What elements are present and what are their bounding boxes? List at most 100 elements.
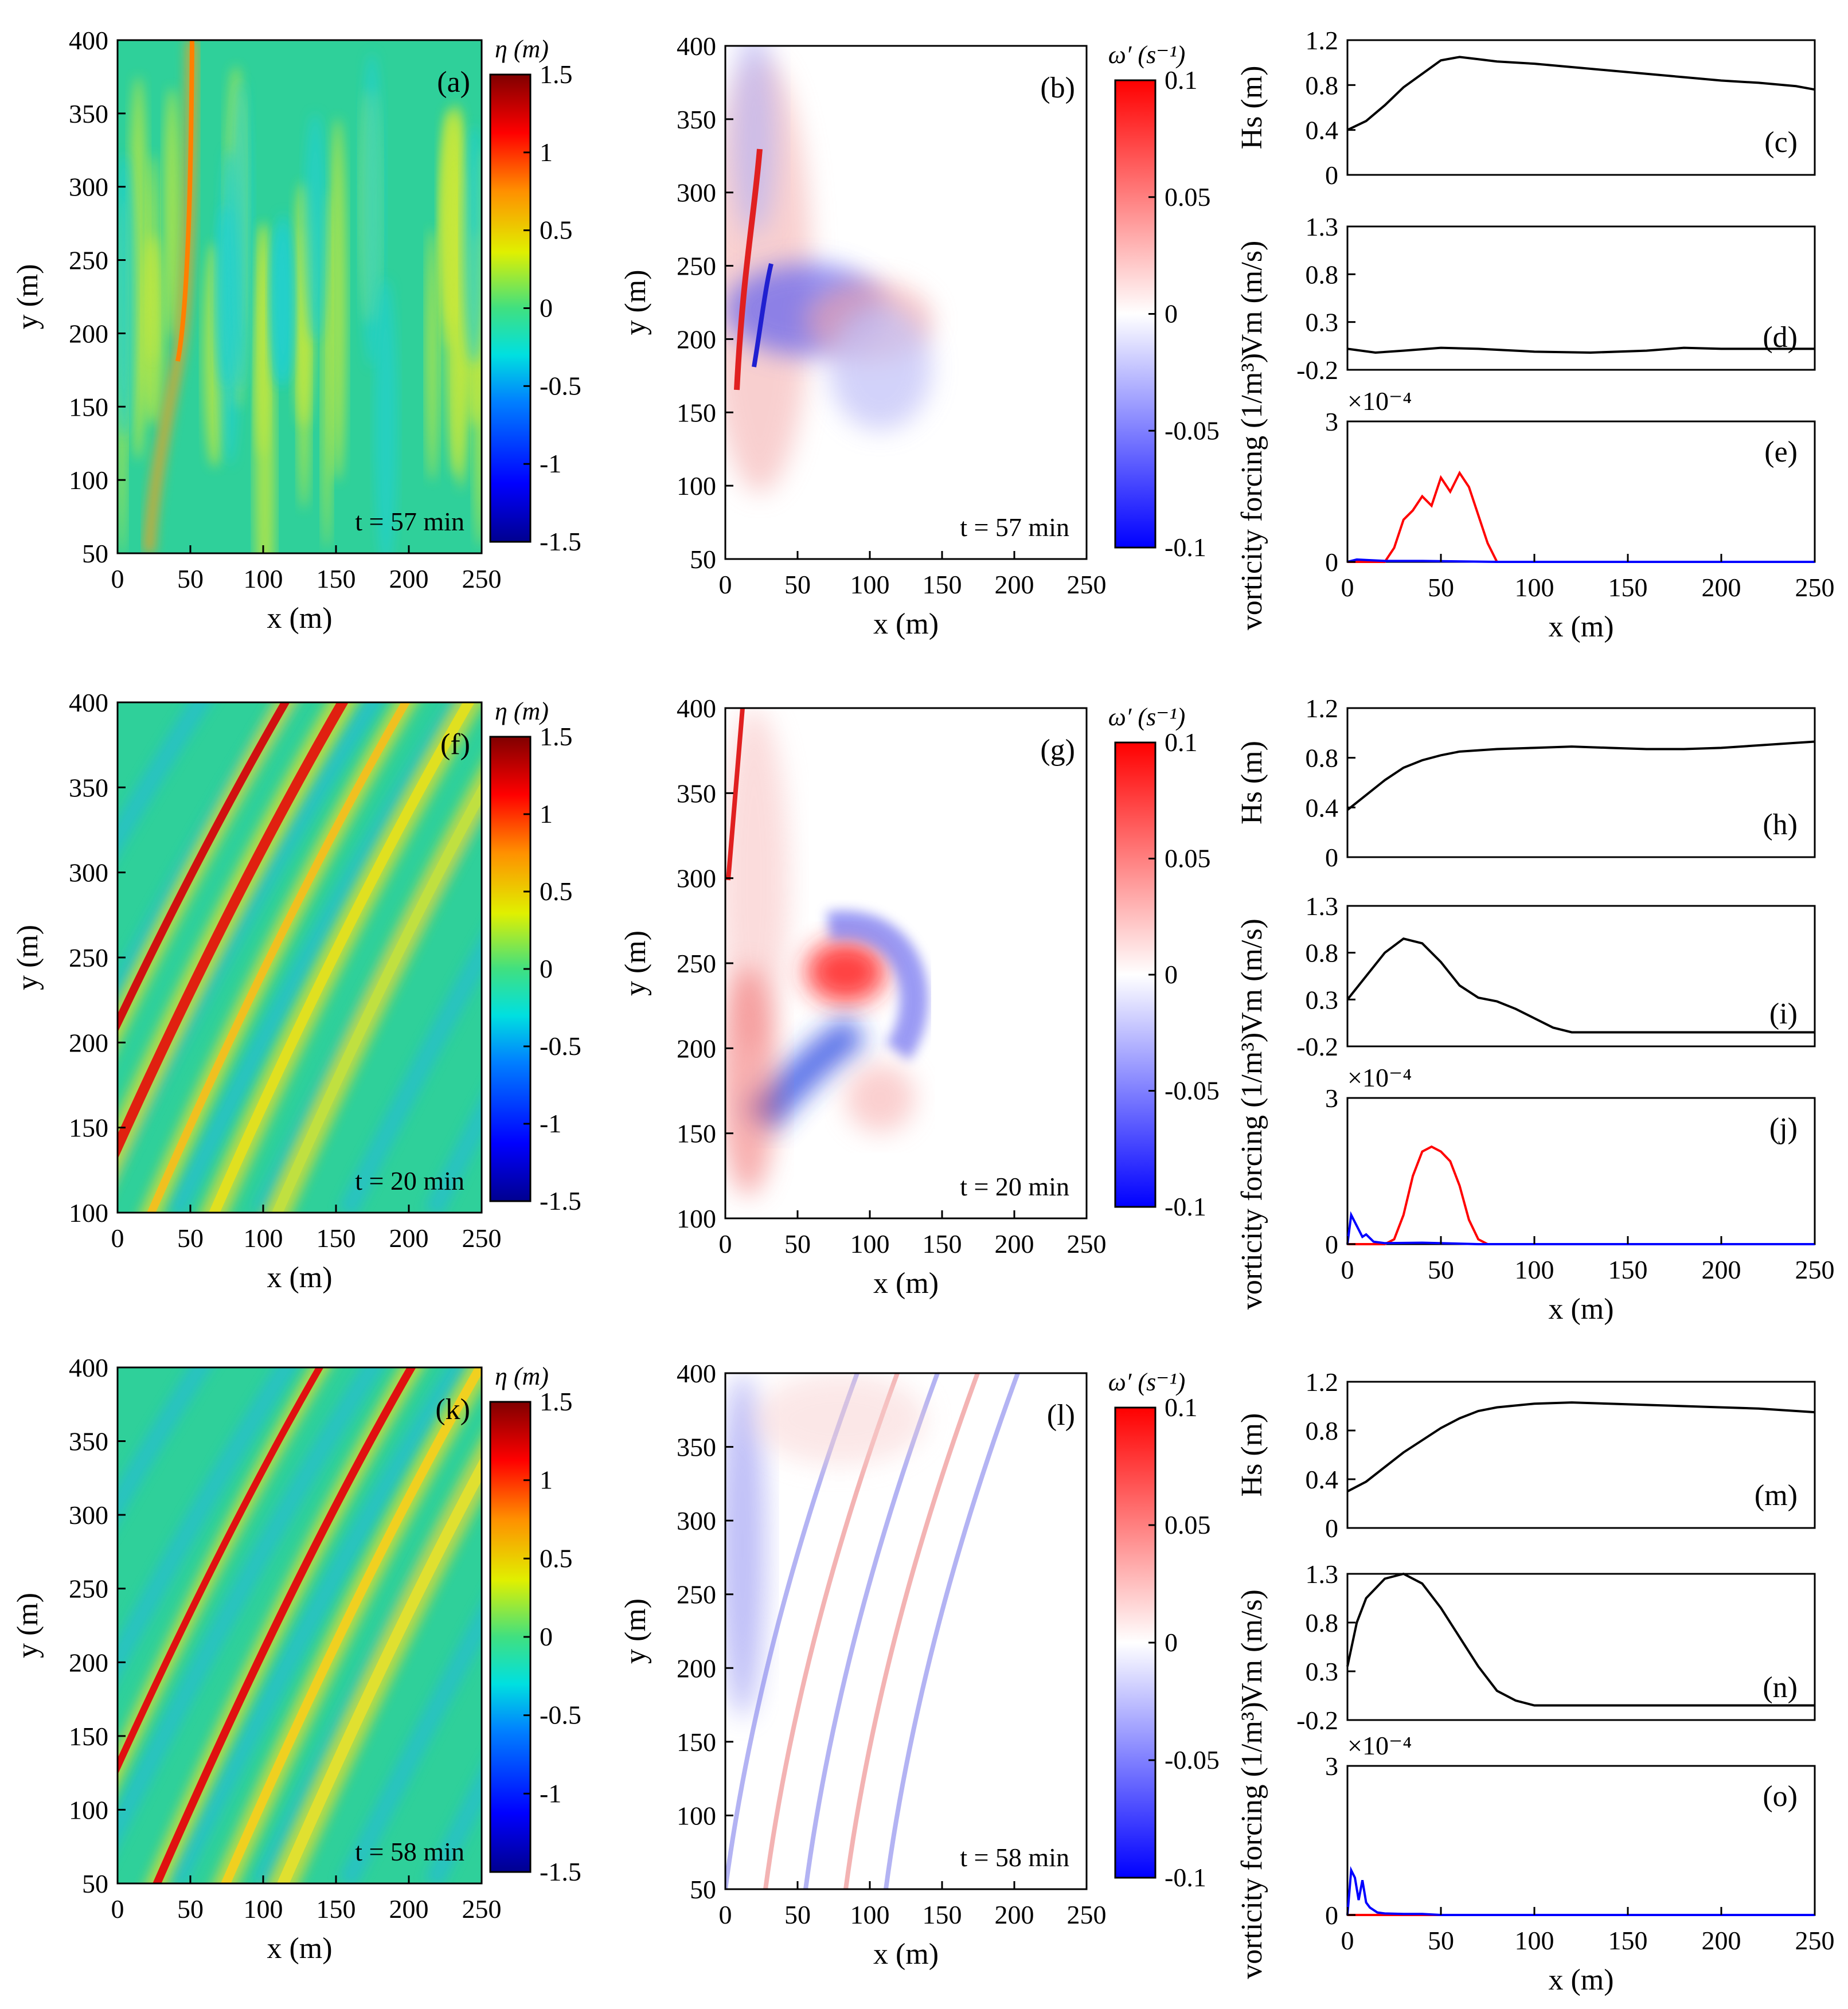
x-tick-label: 150: [1608, 1926, 1648, 1955]
x-tick-label: 0: [1341, 1926, 1354, 1955]
x-tick-label: 200: [995, 1229, 1034, 1258]
y-tick-label: 150: [677, 398, 716, 427]
colorbar-tick-label: 0: [540, 294, 553, 323]
y-tick-label: 100: [677, 1801, 716, 1830]
x-axis-label: x (m): [267, 1932, 332, 1965]
panel-label: (g): [1040, 734, 1075, 767]
x-tick-label: 50: [784, 1900, 811, 1929]
colorbar-tick-label: 0: [540, 954, 553, 983]
y-axis-label: y (m): [11, 1593, 44, 1658]
y-tick-label: 50: [82, 1869, 108, 1898]
y-tick-label: 350: [69, 99, 108, 128]
y-tick-label: 0: [1325, 1230, 1338, 1259]
y-tick-label: 0: [1325, 843, 1338, 872]
axes-box: [1346, 1573, 1816, 1721]
panel-d: 1.3 0.8 0.3 -0.2 Vm (m/s) (d): [1236, 212, 1816, 385]
x-tick-label: 200: [389, 564, 429, 593]
colorbar-tick-label: -0.1: [1165, 1863, 1206, 1892]
colorbar-tick-label: -1.5: [540, 1186, 581, 1215]
x-tick-label: 50: [1428, 573, 1454, 602]
y-tick-label: 50: [690, 545, 716, 574]
y-tick-label: 250: [677, 252, 716, 281]
y-tick-label: 300: [677, 1506, 716, 1535]
y-axis-label: y (m): [11, 264, 44, 329]
y-axis-label: Vm (m/s): [1236, 918, 1268, 1034]
colorbar-tick-label: 0: [1165, 299, 1178, 329]
series-line-Hs: [1347, 1401, 1815, 1493]
colorbar-tick-label: 0.5: [540, 877, 573, 906]
axes-box: [1346, 905, 1816, 1048]
panel-label: (j): [1769, 1112, 1798, 1145]
y-tick-label: 1.3: [1306, 212, 1339, 241]
colorbar-tick-label: -1: [540, 1109, 561, 1138]
y-tick-label: 400: [677, 694, 716, 723]
colorbar-label: η (m): [495, 1362, 549, 1390]
colorbar-tick-label: 1.5: [540, 722, 573, 751]
y-tick-label: 100: [69, 466, 108, 495]
colorbar-tick-label: -1: [540, 1779, 561, 1808]
series-line-Vm: [1346, 1572, 1815, 1707]
y-tick-label: 0.4: [1306, 793, 1339, 822]
colorbar-tick-label: -0.5: [540, 371, 581, 400]
y-tick-label: 250: [677, 949, 716, 978]
y-axis-label: vorticity forcing (1/m³): [1236, 353, 1268, 630]
y-tick-label: 300: [677, 864, 716, 893]
colorbar-tick-label: -0.5: [540, 1701, 581, 1730]
x-tick-label: 0: [111, 564, 124, 593]
colorbar-tick-label: 1: [540, 1465, 553, 1495]
y-tick-label: 200: [677, 1034, 716, 1063]
y-tick-label: 150: [69, 392, 108, 421]
panel-m: 1.2 0.8 0.4 0 Hs (m) (m): [1236, 1367, 1816, 1543]
x-tick-label: 250: [1067, 570, 1107, 599]
y-tick-label: 250: [677, 1580, 716, 1609]
colorbar-tick-label: -0.05: [1165, 1745, 1220, 1775]
x-tick-label: 200: [995, 1900, 1034, 1929]
y-tick-label: 150: [677, 1727, 716, 1757]
x-tick-label: 150: [923, 1900, 962, 1929]
series-line-red: [1347, 1145, 1815, 1245]
y-tick-label: 400: [677, 1359, 716, 1388]
y-axis-label: y (m): [11, 925, 44, 990]
y-tick-label: 400: [69, 26, 108, 55]
eta-field: [118, 40, 482, 553]
time-label: t = 57 min: [960, 513, 1069, 542]
colorbar-tick-label: 0.5: [540, 216, 573, 245]
panel-h: 1.2 0.8 0.4 0 Hs (m) (h): [1236, 694, 1816, 872]
colorbar-tick-label: 0.5: [540, 1543, 573, 1573]
colorbar-label: ω′ (s⁻¹): [1108, 41, 1186, 69]
y-tick-label: 150: [69, 1113, 108, 1143]
colorbar-tick-label: -1.5: [540, 1857, 581, 1886]
y-tick-label: 0.8: [1306, 71, 1339, 100]
x-axis-label: x (m): [1548, 611, 1613, 643]
colorbar-label: ω′ (s⁻¹): [1108, 703, 1186, 731]
x-tick-label: 50: [784, 1229, 811, 1258]
x-tick-label: 250: [1795, 1255, 1835, 1284]
x-tick-label: 150: [317, 564, 356, 593]
x-tick-label: 200: [389, 1894, 429, 1924]
series-line-blue: [1346, 1866, 1815, 1916]
y-axis-label: vorticity forcing (1/m³): [1236, 1702, 1268, 1979]
axes-box: [1346, 225, 1816, 371]
y-axis-label: Hs (m): [1236, 66, 1268, 150]
x-axis-label: x (m): [1548, 1964, 1613, 1996]
x-tick-label: 100: [1515, 573, 1554, 602]
x-axis-label: x (m): [873, 1267, 939, 1300]
panel-label: (a): [437, 66, 470, 99]
y-tick-label: 0.3: [1306, 308, 1339, 337]
y-tick-label: 0.3: [1306, 1657, 1339, 1686]
colorbar-tick-label: 0.1: [1165, 728, 1198, 757]
panel-label: (h): [1763, 808, 1798, 841]
y-tick-label: -0.2: [1296, 355, 1338, 385]
y-tick-label: 0.8: [1306, 260, 1339, 289]
x-tick-label: 100: [1515, 1926, 1554, 1955]
time-label: t = 20 min: [960, 1172, 1069, 1201]
x-axis-label: x (m): [267, 1261, 332, 1294]
y-tick-label: 0: [1325, 1514, 1338, 1543]
y-tick-label: 400: [69, 1353, 108, 1382]
y-tick-label: 300: [677, 178, 716, 208]
x-tick-label: 0: [1341, 1255, 1354, 1284]
axes-box: [1346, 1381, 1816, 1529]
